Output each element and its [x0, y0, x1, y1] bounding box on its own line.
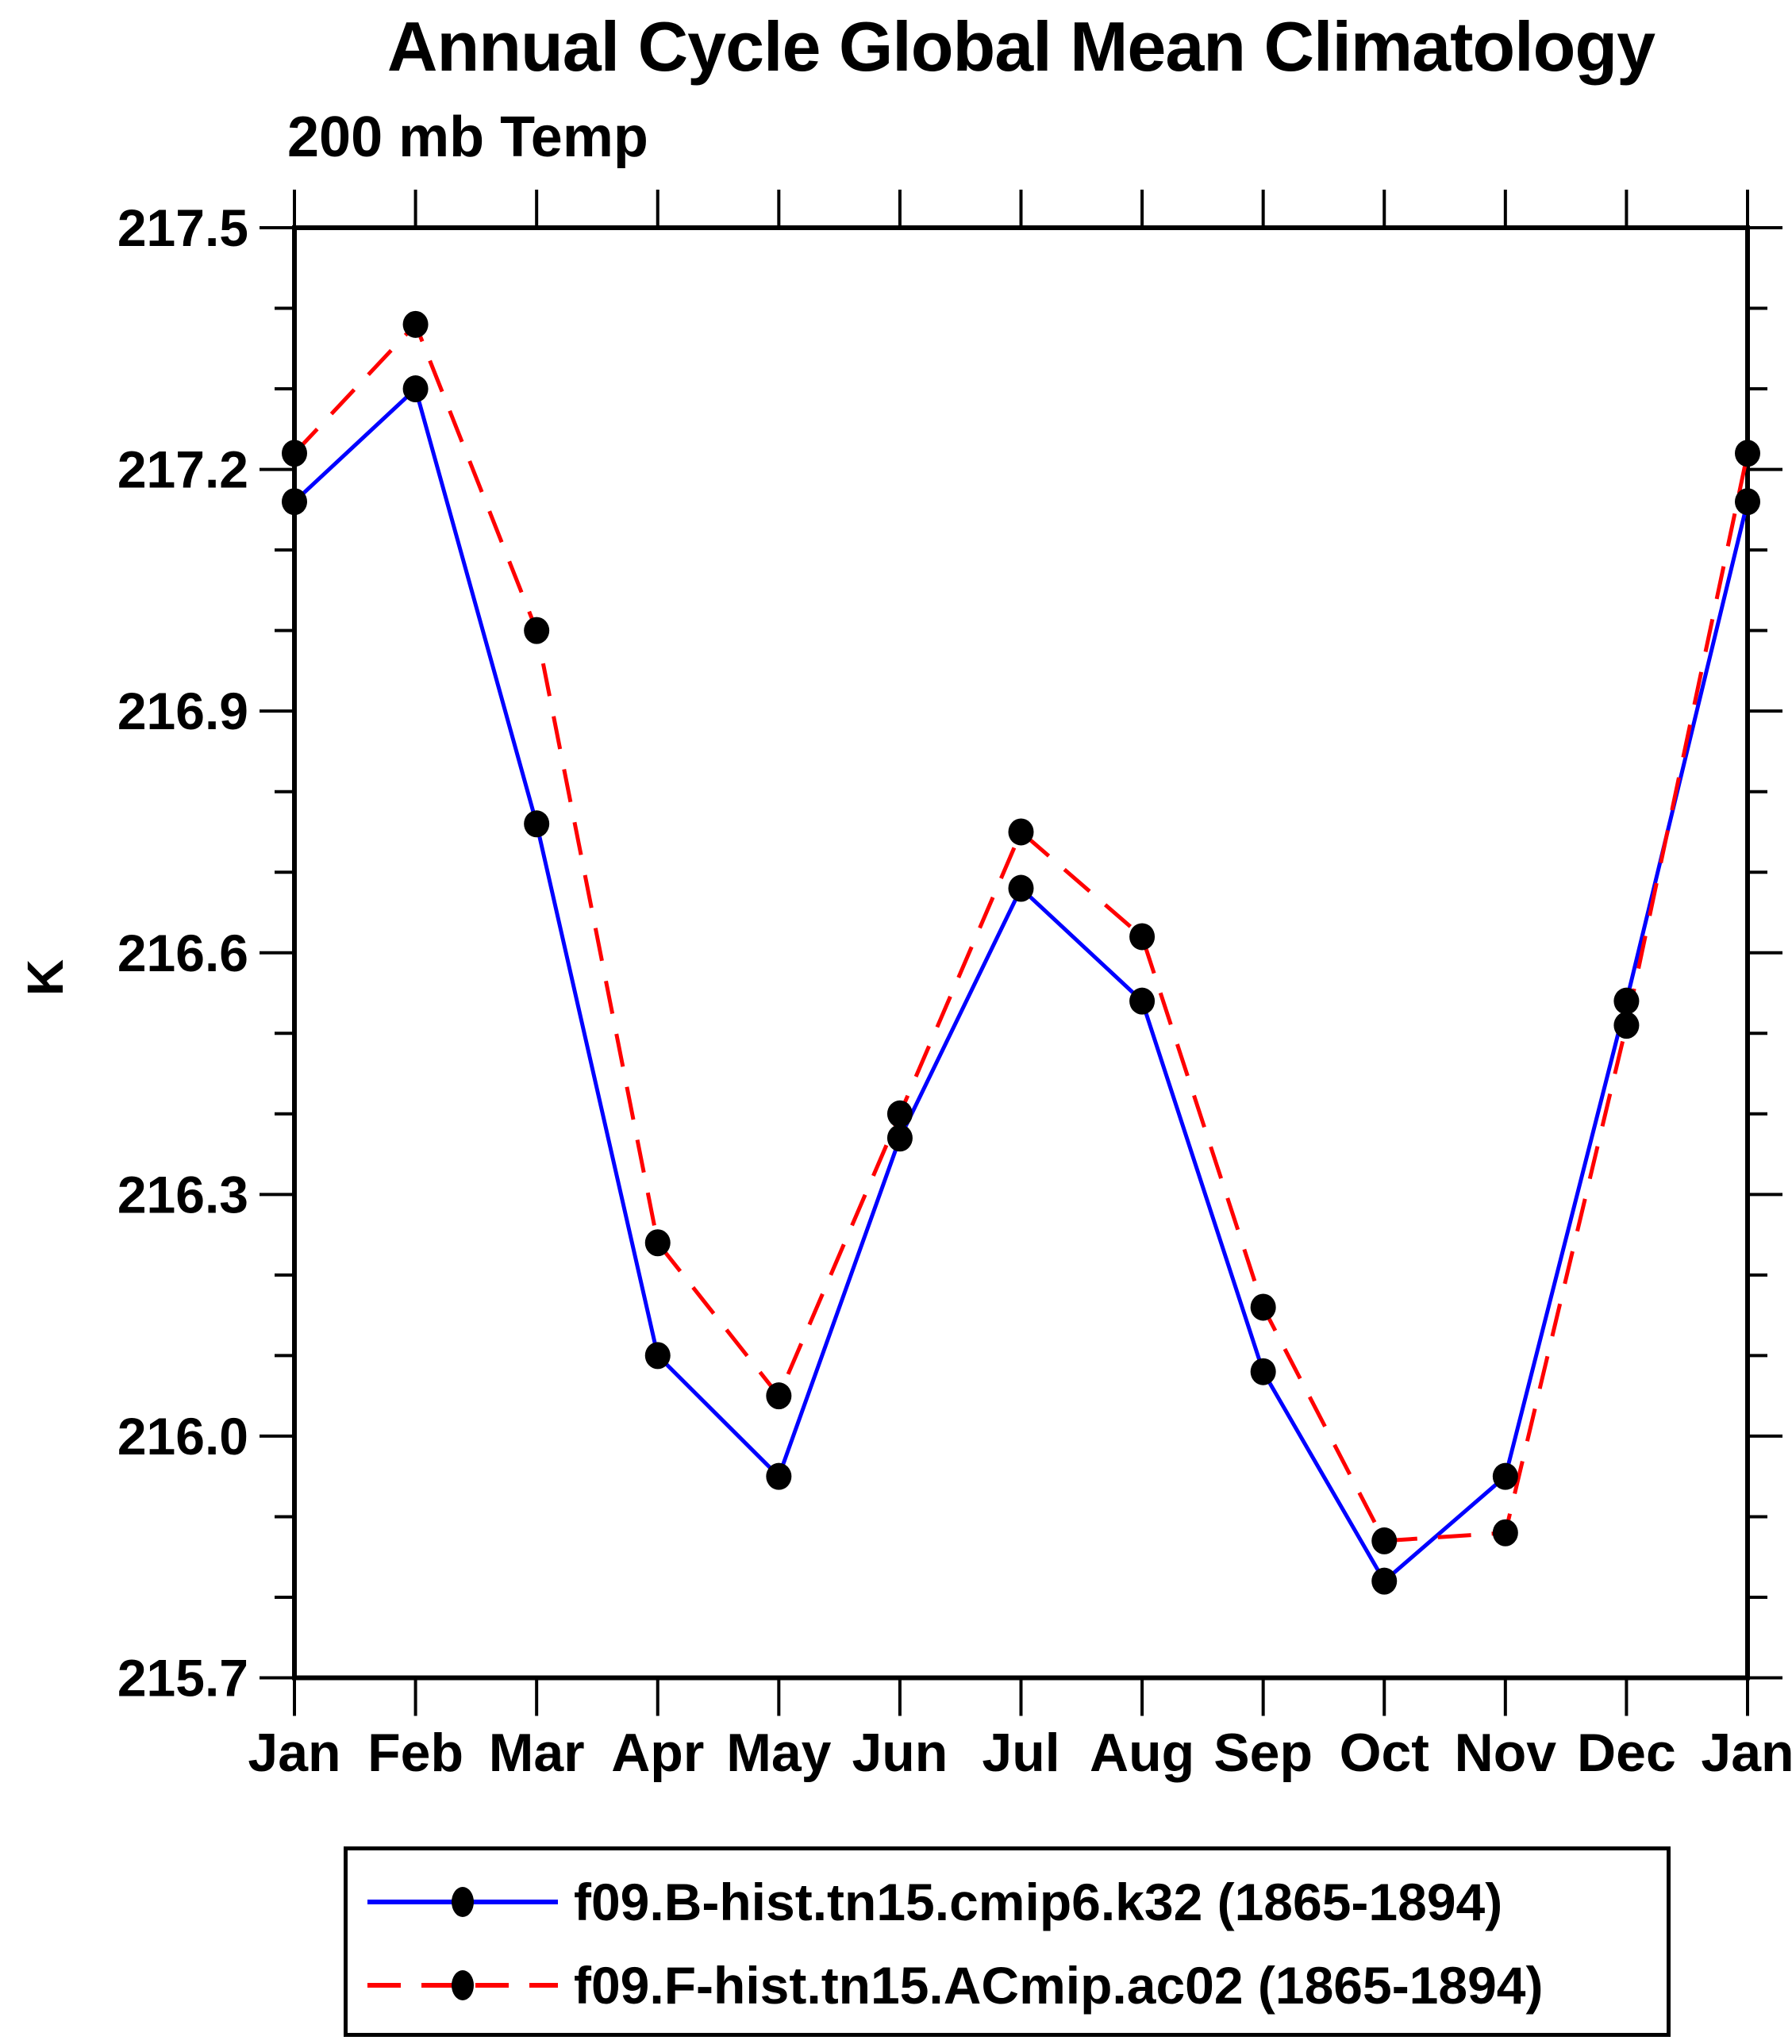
plot-frame: [292, 225, 1750, 1681]
data-point-marker: [766, 1462, 792, 1490]
legend-item-series-1: f09.B-hist.tn15.cmip6.k32 (1865-1894): [348, 1874, 1667, 1930]
legend-marker-dot-icon: [452, 1887, 474, 1917]
chart-title: Annual Cycle Global Mean Climatology: [386, 7, 1655, 86]
data-point-marker: [1735, 488, 1760, 516]
data-point-marker: [644, 1229, 671, 1257]
y-tick-label: 217.2: [117, 440, 248, 499]
data-point-marker: [1250, 1358, 1276, 1385]
chart-legend: f09.B-hist.tn15.cmip6.k32 (1865-1894) f0…: [344, 1846, 1671, 2037]
y-tick-label: 217.5: [117, 198, 248, 257]
legend-item-series-2: f09.F-hist.tn15.ACmip.ac02 (1865-1894): [348, 1958, 1667, 2013]
legend-label-series-2: f09.F-hist.tn15.ACmip.ac02 (1865-1894): [574, 1956, 1544, 2015]
data-point-marker: [282, 488, 307, 516]
x-tick-label: Mar: [489, 1723, 585, 1783]
data-point-marker: [886, 1124, 913, 1152]
data-point-marker: [1008, 874, 1034, 902]
data-point-marker: [1371, 1567, 1398, 1595]
x-tick-label: Feb: [367, 1723, 463, 1783]
data-point-marker: [402, 375, 429, 403]
data-point-marker: [1492, 1519, 1518, 1546]
y-tick-label: 216.9: [117, 682, 248, 740]
data-point-marker: [282, 440, 307, 467]
legend-line-sample-red-dashed: [367, 1970, 558, 2000]
data-point-marker: [1613, 987, 1640, 1015]
data-point-marker: [1129, 923, 1156, 951]
legend-label-series-1: f09.B-hist.tn15.cmip6.k32 (1865-1894): [574, 1873, 1503, 1931]
x-tick-label: Oct: [1340, 1723, 1429, 1783]
x-tick-label: Jul: [982, 1723, 1059, 1783]
legend-marker-dot-icon: [452, 1970, 474, 2000]
y-tick-label: 216.6: [117, 924, 248, 982]
data-point-marker: [1250, 1293, 1276, 1321]
data-point-marker: [766, 1382, 792, 1410]
data-point-marker: [1008, 818, 1034, 846]
data-point-marker: [1129, 987, 1156, 1015]
legend-line-sample-blue-solid: [367, 1887, 558, 1917]
data-point-marker: [524, 617, 550, 644]
data-point-marker: [524, 810, 550, 838]
x-tick-label: Sep: [1213, 1723, 1313, 1783]
data-point-marker: [1613, 1012, 1640, 1039]
x-tick-label: Apr: [611, 1723, 704, 1783]
x-tick-label: Jun: [852, 1723, 948, 1783]
x-tick-label: Jan: [1701, 1723, 1792, 1783]
x-tick-label: Jan: [248, 1723, 340, 1783]
y-tick-label: 215.7: [117, 1649, 248, 1708]
data-point-marker: [1735, 440, 1760, 467]
x-tick-label: Aug: [1090, 1723, 1194, 1783]
series-line-red-dashed: [293, 322, 1750, 1543]
x-tick-label: Dec: [1577, 1723, 1676, 1783]
x-tick-label: May: [726, 1723, 831, 1783]
y-tick-label: 216.0: [117, 1407, 248, 1466]
data-point-marker: [1492, 1462, 1518, 1490]
y-tick-label: 216.3: [117, 1165, 248, 1224]
data-point-marker: [1371, 1527, 1398, 1554]
chart-subtitle: 200 mb Temp: [287, 106, 648, 169]
data-point-marker: [402, 310, 429, 338]
x-tick-label: Nov: [1455, 1723, 1557, 1783]
data-point-marker: [644, 1342, 671, 1370]
data-point-marker: [886, 1100, 913, 1128]
